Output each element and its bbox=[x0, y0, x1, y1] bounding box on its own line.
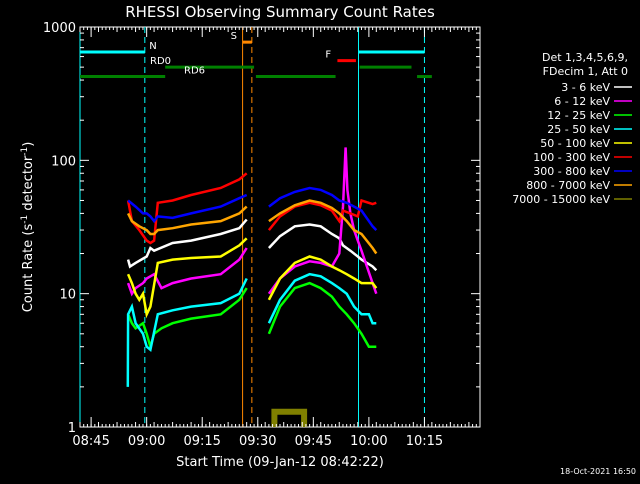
x-tick-label: 10:15 bbox=[406, 434, 443, 449]
flag-label-rd0: RD0 bbox=[150, 56, 171, 67]
flag-label-n: N bbox=[149, 41, 156, 52]
x-tick-label: 08:45 bbox=[72, 434, 109, 449]
x-axis-ticks: 08:45 09:00 09:15 09:30 09:45 10:00 10:15 bbox=[72, 27, 481, 449]
timestamp: 18-Oct-2021 16:50 bbox=[560, 467, 636, 476]
y-axis-label-main: Count Rate (s bbox=[21, 224, 36, 313]
y-axis-label-sup1: -1 bbox=[20, 215, 30, 224]
observing-flag-bars: N S RD0 RD6 F bbox=[80, 31, 432, 79]
vertical-marker-lines bbox=[79, 27, 425, 427]
series-line bbox=[126, 237, 248, 319]
flag-label-f: F bbox=[325, 50, 331, 61]
series-line bbox=[126, 205, 248, 236]
x-axis-label: Start Time (09-Jan-12 08:42:22) bbox=[176, 455, 384, 470]
series-line bbox=[267, 147, 378, 295]
x-tick-label: 09:15 bbox=[183, 434, 220, 449]
legend-label: 100 - 300 keV bbox=[533, 151, 610, 164]
series-line bbox=[126, 172, 248, 245]
y-axis-label: Count Rate (s-1 detector-1) bbox=[20, 142, 36, 313]
x-tick-label: 09:45 bbox=[295, 434, 332, 449]
x-tick-label: 10:00 bbox=[350, 434, 387, 449]
series-line bbox=[268, 186, 378, 231]
series-line bbox=[126, 247, 248, 297]
series-line bbox=[126, 287, 248, 352]
y-tick-label: 1000 bbox=[43, 21, 76, 36]
legend-label: 300 - 800 keV bbox=[533, 165, 610, 178]
series-line bbox=[267, 255, 378, 301]
series-lines bbox=[126, 147, 378, 427]
legend-label: 12 - 25 keV bbox=[547, 109, 610, 122]
y-tick-label: 1 bbox=[68, 421, 76, 436]
series-line bbox=[268, 199, 378, 255]
series-line bbox=[127, 193, 248, 224]
legend-label: 25 - 50 keV bbox=[547, 123, 610, 136]
series-line bbox=[126, 218, 248, 269]
series-line bbox=[271, 408, 308, 427]
y-axis-label-sup2: -1 bbox=[20, 147, 30, 156]
legend-header-line-1: Det 1,3,4,5,6,9, bbox=[542, 51, 628, 64]
series-line bbox=[267, 272, 377, 325]
y-tick-label: 100 bbox=[51, 154, 76, 169]
legend-label: 7000 - 15000 keV bbox=[512, 193, 610, 206]
series-line bbox=[126, 277, 248, 387]
series-line bbox=[267, 281, 377, 348]
y-tick-label: 10 bbox=[59, 288, 76, 303]
legend-label: 800 - 7000 keV bbox=[526, 179, 610, 192]
y-axis-label-mid: detector bbox=[21, 155, 36, 215]
x-tick-label: 09:00 bbox=[128, 434, 165, 449]
x-tick-label: 09:30 bbox=[239, 434, 276, 449]
y-axis-label-end: ) bbox=[21, 142, 36, 147]
flag-label-s: S bbox=[231, 31, 237, 42]
legend-label: 6 - 12 keV bbox=[554, 95, 610, 108]
legend-label: 3 - 6 keV bbox=[561, 81, 610, 94]
legend: Det 1,3,4,5,6,9, FDecim 1, Att 0 3 - 6 k… bbox=[512, 51, 632, 206]
legend-header-line-2: FDecim 1, Att 0 bbox=[543, 65, 628, 78]
flag-label-rd6: RD6 bbox=[184, 66, 205, 77]
y-axis-ticks: 1 10 100 1000 bbox=[43, 21, 480, 436]
chart-title: RHESSI Observing Summary Count Rates bbox=[125, 3, 435, 21]
legend-label: 50 - 100 keV bbox=[540, 137, 610, 150]
